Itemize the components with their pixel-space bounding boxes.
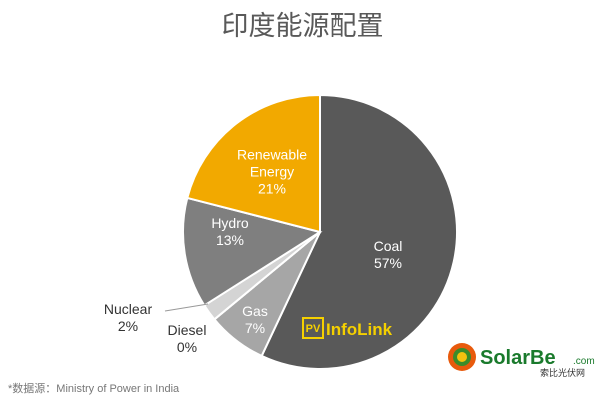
value-label: 57%: [373, 255, 403, 271]
slice-label: Nuclear 2%: [88, 301, 168, 335]
pie-slice: [182, 196, 323, 307]
logo-center: [457, 352, 467, 362]
value-label: 7%: [244, 320, 266, 336]
category-label: Renewable Energy: [236, 146, 308, 180]
value-label: 0%: [176, 339, 198, 355]
watermark-text: .com: [573, 356, 595, 367]
slice-label: Coal 57%: [348, 238, 428, 272]
chart-title: 印度能源配置: [221, 11, 384, 41]
source-note: *数据源：Ministry of Power in India: [8, 383, 180, 395]
slice-label: Gas 7%: [215, 303, 295, 337]
value-label: 2%: [117, 318, 139, 334]
watermark-badge: [302, 317, 324, 339]
value-label: 13%: [215, 232, 245, 248]
watermark-text: InfoLink: [326, 320, 393, 339]
pie-slice: [186, 93, 321, 234]
category-label: Hydro: [211, 215, 249, 231]
leader-line: [164, 303, 209, 312]
category-label: Nuclear: [103, 301, 153, 317]
category-label: Diesel: [167, 322, 207, 338]
value-label: 21%: [257, 180, 287, 197]
category-label: Coal: [373, 238, 403, 254]
solarbe-logo: [448, 343, 476, 371]
slice-label: Hydro 13%: [190, 215, 270, 249]
pie: [182, 93, 458, 370]
category-label: Gas: [242, 303, 268, 319]
slice-label: Renewable Energy 21%: [232, 147, 312, 198]
watermark-badge-text: PV: [306, 323, 321, 335]
slice-label: Diesel 0%: [147, 322, 227, 356]
watermark-text: SolarBe: [480, 347, 556, 369]
pie-slice: [260, 93, 458, 370]
watermark-text: 索比光伏网: [540, 367, 585, 378]
